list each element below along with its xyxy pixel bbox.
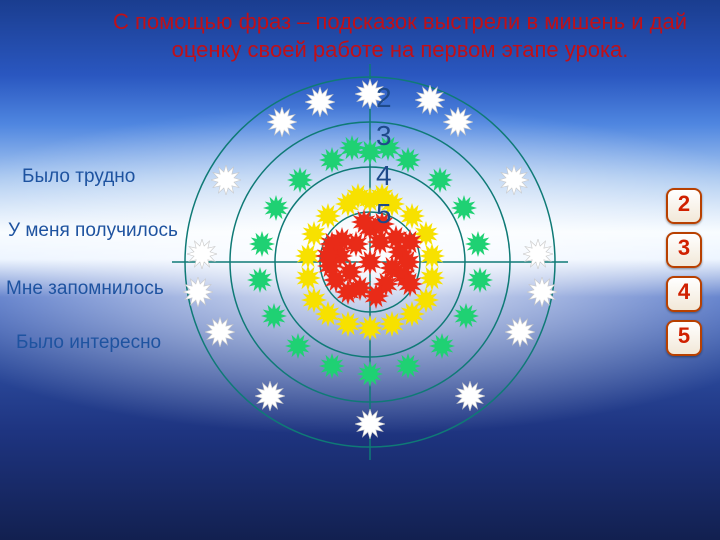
burst-green bbox=[395, 353, 421, 379]
burst-red bbox=[397, 271, 423, 297]
burst-white bbox=[255, 381, 285, 411]
burst-white bbox=[187, 239, 217, 269]
ring-label-4: 4 bbox=[376, 160, 392, 192]
phrase-hard[interactable]: Было трудно bbox=[22, 166, 135, 188]
burst-green bbox=[451, 195, 477, 221]
burst-white bbox=[523, 239, 553, 269]
burst-red bbox=[351, 209, 377, 235]
burst-white bbox=[205, 317, 235, 347]
burst-white bbox=[527, 277, 557, 307]
phrase-succeeded[interactable]: У меня получилось bbox=[8, 220, 178, 242]
slide-title: С помощью фраз – подсказок выстрели в ми… bbox=[110, 8, 690, 64]
score-button-2[interactable]: 2 bbox=[666, 188, 702, 224]
burst-green bbox=[453, 303, 479, 329]
burst-green bbox=[339, 135, 365, 161]
burst-green bbox=[249, 231, 275, 257]
ring-label-3: 3 bbox=[376, 120, 392, 152]
burst-white bbox=[355, 409, 385, 439]
burst-green bbox=[287, 167, 313, 193]
burst-green bbox=[465, 231, 491, 257]
burst-green bbox=[263, 195, 289, 221]
score-button-3[interactable]: 3 bbox=[666, 232, 702, 268]
burst-red bbox=[335, 279, 361, 305]
burst-green bbox=[429, 333, 455, 359]
burst-white bbox=[415, 85, 445, 115]
burst-white bbox=[267, 107, 297, 137]
burst-yellow bbox=[357, 315, 383, 341]
ring-label-2: 2 bbox=[376, 82, 392, 114]
burst-white bbox=[443, 107, 473, 137]
burst-green bbox=[285, 333, 311, 359]
burst-white bbox=[505, 317, 535, 347]
phrase-remembered[interactable]: Мне запомнилось bbox=[6, 278, 164, 300]
burst-red bbox=[363, 283, 389, 309]
burst-white bbox=[183, 277, 213, 307]
burst-green bbox=[319, 353, 345, 379]
burst-red bbox=[397, 229, 423, 255]
score-button-4[interactable]: 4 bbox=[666, 276, 702, 312]
burst-white bbox=[455, 381, 485, 411]
slide-stage: С помощью фраз – подсказок выстрели в ми… bbox=[0, 0, 720, 540]
burst-white bbox=[305, 87, 335, 117]
burst-green bbox=[247, 267, 273, 293]
ring-label-5: 5 bbox=[376, 198, 392, 230]
burst-green bbox=[357, 361, 383, 387]
burst-white bbox=[211, 165, 241, 195]
burst-white bbox=[499, 165, 529, 195]
phrase-interesting[interactable]: Было интересно bbox=[16, 332, 161, 354]
burst-red bbox=[315, 243, 341, 269]
score-button-5[interactable]: 5 bbox=[666, 320, 702, 356]
burst-green bbox=[467, 267, 493, 293]
burst-yellow bbox=[345, 183, 371, 209]
burst-green bbox=[427, 167, 453, 193]
burst-green bbox=[261, 303, 287, 329]
